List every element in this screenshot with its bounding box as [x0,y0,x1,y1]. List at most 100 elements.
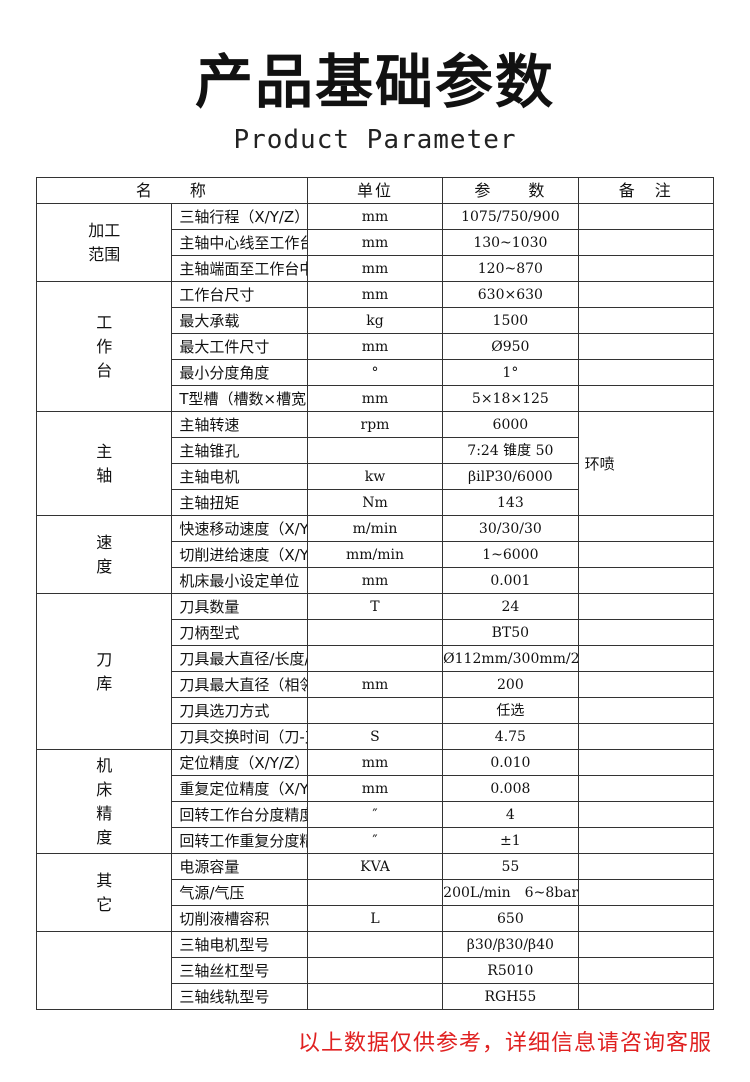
param-name: 刀具最大直径/长度/重量 [171,645,308,672]
param-unit: ° [306,359,444,386]
table-row: 主轴扭矩 Nm 143 [37,489,714,516]
param-note [577,983,715,1010]
param-note [577,255,715,282]
param-value: Ø112mm/300mm/25kg [442,645,579,672]
param-name: 工作台尺寸 [171,281,308,308]
table-row: 刀 库 刀具数量 T 24 [35,593,715,750]
table-row: 机床最小设定单位 mm 0.001 [37,567,715,594]
group-label: 其 它 [96,870,113,914]
param-note [577,229,715,256]
param-name: 主轴扭矩 [171,489,308,516]
param-name: 快速移动速度（X/Y/Z） [171,515,308,542]
table-row: 三轴线轨型号 RGH55 [37,983,715,1010]
group-label: 刀 库 [96,649,113,693]
param-value: 200 [442,671,579,698]
param-name: 回转工作重复分度精度 [171,827,308,854]
param-note: 环喷 [577,411,715,516]
table-row: 机 床 精 度 定位精度（X/Y/Z） mm 0.010 [35,749,715,854]
param-value: 120~870 [442,255,579,282]
page-title: 产品基础参数 [194,48,555,116]
param-name: 最大承载 [171,307,308,334]
param-value: 1~6000 [442,541,579,568]
param-unit [306,645,444,672]
param-value: 143 [442,489,579,516]
table-row: 最大工件尺寸 mm Ø950 [37,333,715,360]
param-note [577,515,715,542]
param-value: 630×630 [442,281,579,308]
param-value: 任选 [442,697,579,724]
header-name: 名 称 [36,177,308,204]
param-name: 主轴电机 [171,463,308,490]
param-value: 0.001 [442,567,579,594]
table-row: 重复定位精度（X/Y/Z）mm0.008 [37,775,715,802]
group-label-cell: 加工 范围 [35,203,173,282]
param-note [577,333,715,360]
param-unit: T [306,593,444,620]
table-row: 主 轴 主轴转速 rpm 6000 环喷 [35,411,715,516]
param-name: 刀具交换时间（刀-刀） [171,723,308,750]
param-value: 6000 [442,411,579,438]
table-row: 切削液槽容积 L 650 [37,905,715,932]
param-name: 三轴丝杠型号 [171,957,308,984]
header-value: 参 数 [442,177,579,204]
param-name: 重复定位精度（X/Y/Z） [171,775,308,802]
group-label-cell: 其 它 [35,853,173,932]
param-unit: S [306,723,444,750]
param-value: 5×18×125 [442,385,579,412]
param-name: 主轴端面至工作台中心线距离 [171,255,308,282]
param-unit: ″ [306,827,444,854]
param-value: 650 [442,905,579,932]
param-unit: L [306,905,444,932]
page-subtitle: Product Parameter [233,125,517,155]
param-name: 电源容量 [171,853,308,880]
param-note [577,385,715,412]
param-value: Ø950 [442,333,579,360]
param-unit: mm [306,281,444,308]
param-unit: mm [306,749,444,776]
param-note [577,853,715,880]
param-name: 气源/气压 [171,879,308,906]
table-row: 其 它 电源容量 KVA 55 [35,853,715,932]
param-value: R5010 [442,957,579,984]
param-note [577,671,715,698]
param-note [577,723,715,750]
param-value: 30/30/30 [442,515,579,542]
param-value: 0.010 [442,749,579,776]
param-note [577,307,715,334]
param-unit: mm [306,255,444,282]
param-name: 刀具数量 [171,593,308,620]
param-unit [306,879,444,906]
param-note [577,775,715,802]
param-value: βilP30/6000 [442,463,579,490]
param-unit: KVA [306,853,444,880]
table-row: 回转工作重复分度精度″±1 [37,827,715,854]
param-value: RGH55 [442,983,579,1010]
param-name: 主轴中心线至工作台面距离 [171,229,308,256]
group-label: 加工 范围 [88,220,121,264]
param-name: 三轴电机型号 [171,931,308,958]
param-name: 切削进给速度（X/Y/Z） [171,541,308,568]
param-unit: mm [306,385,444,412]
param-name: 主轴转速 [171,411,308,438]
param-unit [306,957,444,984]
param-name: 定位精度（X/Y/Z） [171,749,308,776]
param-note [577,359,715,386]
param-unit: rpm [306,411,444,438]
param-unit [306,697,444,724]
param-note [577,593,715,620]
param-unit: kg [306,307,444,334]
table-row: 三轴丝杠型号 R5010 [37,957,715,984]
param-value: 1500 [442,307,579,334]
table-row: 主轴电机 kw βilP30/6000 [37,463,714,490]
param-unit: mm/min [306,541,444,568]
param-unit: mm [306,775,444,802]
group-label-cell [35,931,173,1010]
param-value: 200L/min 6~8bar [442,879,579,906]
header-unit: 单位 [306,177,444,204]
group-label: 速 度 [96,532,113,576]
param-unit: mm [306,203,444,230]
group-label-cell: 机 床 精 度 [35,749,173,854]
table-row: 主轴中心线至工作台面距离mm130~1030 [37,229,715,256]
